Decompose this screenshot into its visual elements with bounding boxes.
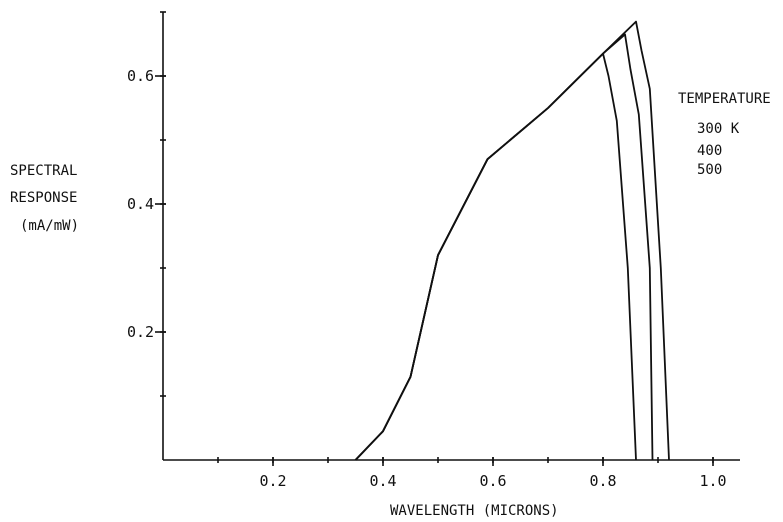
y-tick-label: 0.2: [127, 323, 154, 341]
y-tick-label: 0.4: [127, 195, 154, 213]
x-ticks: 0.2 0.4 0.6 0.8 1.0: [217, 457, 727, 490]
y-tick-label: 0.6: [127, 67, 154, 85]
y-ticks: 0.2 0.4 0.6: [127, 11, 166, 397]
x-tick-label: 0.6: [479, 472, 506, 490]
legend-entry-500: 500: [697, 162, 722, 178]
legend-entry-400: 400: [697, 143, 722, 159]
y-axis-label-line-3: (mA/mW): [20, 218, 79, 234]
series-group: [354, 20, 670, 461]
y-axis-label-line-2: RESPONSE: [10, 190, 77, 206]
y-axis-label: SPECTRAL RESPONSE (mA/mW): [10, 163, 79, 234]
legend-title: TEMPERATURE: [678, 91, 771, 107]
series-line-1: [354, 52, 637, 461]
x-tick-label: 0.2: [259, 472, 286, 490]
y-axis-label-line-1: SPECTRAL: [10, 163, 77, 179]
x-tick-label: 0.8: [589, 472, 616, 490]
series-line-3: [354, 20, 670, 461]
legend-entry-300k: 300 K: [697, 121, 740, 137]
x-tick-label: 0.4: [369, 472, 396, 490]
x-axis-label: WAVELENGTH (MICRONS): [390, 503, 559, 519]
legend: TEMPERATURE 300 K 400 500: [678, 91, 771, 178]
x-tick-label: 1.0: [699, 472, 726, 490]
